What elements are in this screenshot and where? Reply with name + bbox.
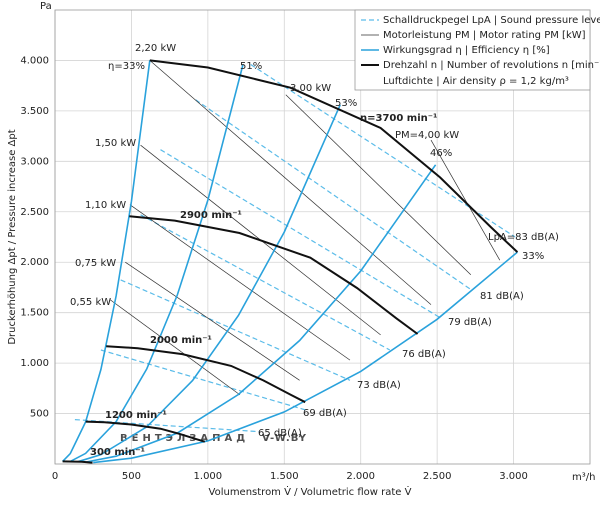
- power-label: 3,00 kW: [290, 83, 331, 94]
- sound-curve: [250, 63, 516, 238]
- y-tick-label: 1.000: [20, 358, 49, 369]
- speed-curve: [129, 215, 419, 335]
- y-tick-label: 3.500: [20, 106, 49, 117]
- efficiency-curve: [62, 60, 151, 462]
- speed-curve: [85, 420, 206, 443]
- sound-curve: [160, 149, 441, 319]
- x-axis-title: Volumenstrom V̇ / Volumetric flow rate V…: [209, 485, 412, 498]
- sound-label: LpA=83 dB(A): [488, 232, 559, 243]
- efficiency-label: 51%: [240, 61, 262, 72]
- legend-label: Wirkungsgrad η | Efficiency η [%]: [383, 45, 550, 56]
- efficiency-curve: [93, 251, 518, 464]
- power-curve: [125, 261, 300, 381]
- plot-frame: [54, 9, 591, 465]
- x-tick-label: 2.000: [346, 471, 375, 482]
- y-tick-label: 500: [30, 409, 49, 420]
- power-curve: [285, 94, 472, 276]
- efficiency-label: 33%: [522, 251, 544, 262]
- legend-box: [354, 9, 591, 91]
- watermark: V-W.BY: [262, 433, 307, 444]
- sound-curve: [74, 419, 260, 433]
- x-tick-label: 2.500: [423, 471, 452, 482]
- efficiency-curve: [85, 164, 437, 463]
- sound-label: 69 dB(A): [303, 408, 347, 419]
- y-tick-label: 3.000: [20, 156, 49, 167]
- sound-label: 73 dB(A): [357, 380, 401, 391]
- legend-note: Luftdichte | Air density ρ = 1,2 kg/m³: [383, 76, 569, 87]
- y-tick-label: 2.500: [20, 207, 49, 218]
- power-label: 0,75 kW: [75, 258, 116, 269]
- speed-curve: [106, 345, 306, 404]
- sound-curve: [195, 99, 472, 290]
- sound-label: 79 dB(A): [448, 317, 492, 328]
- efficiency-curve: [69, 64, 244, 463]
- power-curve: [149, 60, 432, 305]
- sound-curve: [120, 279, 351, 381]
- y-axis-title: Druckerhöhung Δpt / Pressure increase Δp…: [7, 129, 18, 344]
- legend-label: Drehzahl n | Number of revolutions n [mi…: [383, 60, 600, 71]
- sound-label: 81 dB(A): [480, 291, 524, 302]
- x-tick-label: 3.000: [499, 471, 528, 482]
- power-label: PM=4,00 kW: [395, 130, 459, 141]
- power-label: 1,50 kW: [95, 138, 136, 149]
- speed-label: 300 min⁻¹: [90, 447, 145, 458]
- power-label: 2,20 kW: [135, 43, 176, 54]
- efficiency-label: 46%: [430, 148, 452, 159]
- power-label: 0,55 kW: [70, 297, 111, 308]
- speed-label: 2000 min⁻¹: [150, 335, 212, 346]
- efficiency-label: 53%: [335, 98, 357, 109]
- power-label: 1,10 kW: [85, 200, 126, 211]
- x-tick-label: 1.000: [194, 471, 223, 482]
- y-tick-label: 1.500: [20, 308, 49, 319]
- sound-label: 65 dB(A): [258, 428, 302, 439]
- efficiency-curve: [77, 104, 341, 463]
- speed-label: n=3700 min⁻¹: [360, 113, 437, 124]
- x-unit: m³/h: [572, 472, 595, 483]
- power-curve: [109, 299, 241, 396]
- speed-label: 2900 min⁻¹: [180, 210, 242, 221]
- watermark: ВЕНТЭЛЗАПАД: [120, 433, 249, 444]
- speed-curve: [149, 59, 519, 253]
- sound-label: 76 dB(A): [402, 349, 446, 360]
- x-tick-label: 0: [52, 471, 58, 482]
- x-tick-label: 500: [122, 471, 141, 482]
- sound-curve: [100, 349, 306, 411]
- speed-label: 1200 min⁻¹: [105, 410, 167, 421]
- y-unit: Pa: [40, 1, 52, 12]
- y-tick-label: 4.000: [20, 55, 49, 66]
- y-tick-label: 2.000: [20, 257, 49, 268]
- legend-label: Schalldruckpegel LpA | Sound pressure le…: [383, 15, 600, 26]
- speed-curve: [62, 460, 93, 464]
- x-tick-label: 1.500: [270, 471, 299, 482]
- efficiency-label: η=33%: [108, 61, 145, 72]
- power-curve: [430, 139, 501, 261]
- power-curve: [129, 204, 351, 361]
- legend-label: Motorleistung PM | Motor rating PM [kW]: [383, 30, 586, 41]
- sound-curve: [140, 214, 391, 351]
